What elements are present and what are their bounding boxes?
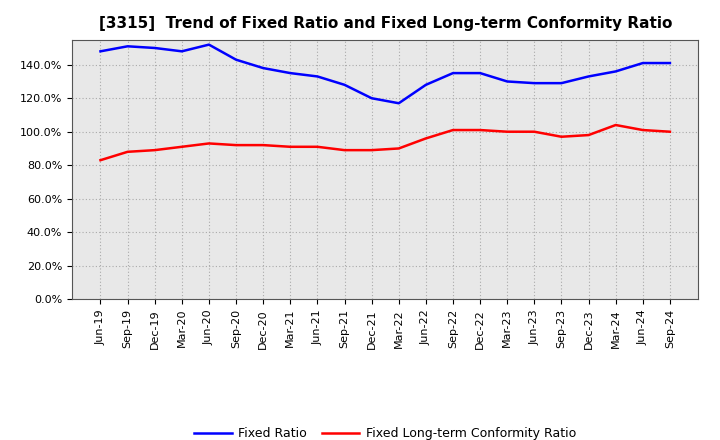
Fixed Ratio <box>530 81 539 86</box>
Line: Fixed Ratio: Fixed Ratio <box>101 44 670 103</box>
Fixed Long-term Conformity Ratio <box>639 128 647 133</box>
Fixed Long-term Conformity Ratio <box>123 149 132 154</box>
Fixed Ratio <box>286 70 294 76</box>
Title: [3315]  Trend of Fixed Ratio and Fixed Long-term Conformity Ratio: [3315] Trend of Fixed Ratio and Fixed Lo… <box>99 16 672 32</box>
Fixed Long-term Conformity Ratio <box>150 147 159 153</box>
Fixed Ratio <box>503 79 511 84</box>
Fixed Long-term Conformity Ratio <box>611 122 620 128</box>
Fixed Ratio <box>341 82 349 88</box>
Fixed Long-term Conformity Ratio <box>367 147 376 153</box>
Fixed Long-term Conformity Ratio <box>286 144 294 150</box>
Fixed Ratio <box>150 45 159 51</box>
Fixed Ratio <box>395 101 403 106</box>
Fixed Long-term Conformity Ratio <box>530 129 539 134</box>
Fixed Ratio <box>178 49 186 54</box>
Fixed Ratio <box>584 74 593 79</box>
Fixed Long-term Conformity Ratio <box>259 143 268 148</box>
Line: Fixed Long-term Conformity Ratio: Fixed Long-term Conformity Ratio <box>101 125 670 160</box>
Fixed Ratio <box>476 70 485 76</box>
Fixed Long-term Conformity Ratio <box>449 128 457 133</box>
Fixed Long-term Conformity Ratio <box>232 143 240 148</box>
Fixed Long-term Conformity Ratio <box>395 146 403 151</box>
Fixed Ratio <box>665 60 674 66</box>
Legend: Fixed Ratio, Fixed Long-term Conformity Ratio: Fixed Ratio, Fixed Long-term Conformity … <box>189 422 581 440</box>
Fixed Long-term Conformity Ratio <box>557 134 566 139</box>
Fixed Long-term Conformity Ratio <box>178 144 186 150</box>
Fixed Ratio <box>96 49 105 54</box>
Fixed Long-term Conformity Ratio <box>341 147 349 153</box>
Fixed Long-term Conformity Ratio <box>421 136 430 141</box>
Fixed Ratio <box>367 95 376 101</box>
Fixed Ratio <box>204 42 213 47</box>
Fixed Ratio <box>449 70 457 76</box>
Fixed Ratio <box>259 66 268 71</box>
Fixed Long-term Conformity Ratio <box>313 144 322 150</box>
Fixed Ratio <box>123 44 132 49</box>
Fixed Long-term Conformity Ratio <box>476 128 485 133</box>
Fixed Long-term Conformity Ratio <box>584 132 593 138</box>
Fixed Ratio <box>232 57 240 62</box>
Fixed Ratio <box>421 82 430 88</box>
Fixed Long-term Conformity Ratio <box>96 158 105 163</box>
Fixed Long-term Conformity Ratio <box>665 129 674 134</box>
Fixed Ratio <box>313 74 322 79</box>
Fixed Ratio <box>557 81 566 86</box>
Fixed Long-term Conformity Ratio <box>503 129 511 134</box>
Fixed Ratio <box>611 69 620 74</box>
Fixed Long-term Conformity Ratio <box>204 141 213 146</box>
Fixed Ratio <box>639 60 647 66</box>
